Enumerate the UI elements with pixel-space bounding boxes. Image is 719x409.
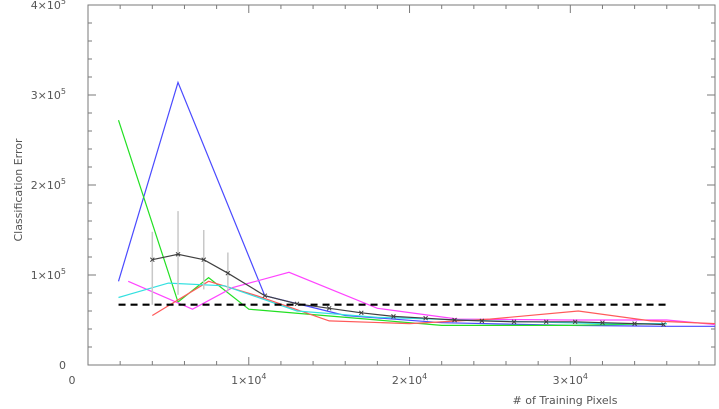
series-line-3	[127, 271, 716, 326]
data-point	[358, 310, 364, 316]
data-point	[175, 251, 181, 257]
axis-ticks	[87, 4, 715, 366]
data-point	[262, 293, 268, 299]
data-point	[511, 319, 517, 325]
data-point	[661, 322, 666, 327]
series-line-2	[117, 120, 667, 326]
x-tick-label: 3×104	[553, 372, 588, 387]
x-axis-title: # of Training Pixels	[513, 394, 618, 407]
data-point	[600, 320, 605, 326]
data-point	[294, 301, 300, 307]
data-point	[452, 317, 457, 323]
data-point	[326, 305, 332, 311]
data-point	[225, 270, 231, 276]
tick-labels: 0 1×104 2×104 3×104 0 1×105 2×105 3×105 4×105	[31, 0, 588, 387]
y-tick-label: 2×105	[31, 177, 66, 192]
x-tick-label: 2×104	[392, 372, 427, 387]
data-point	[391, 314, 396, 319]
y-axis-title: Classification Error	[12, 138, 25, 242]
data-point	[479, 318, 485, 324]
x-tick-label: 1×104	[231, 372, 266, 387]
data-point	[632, 321, 637, 326]
series-layer	[117, 80, 716, 327]
y-tick-label: 1×105	[31, 267, 66, 282]
data-point	[201, 257, 207, 263]
data-point	[543, 319, 549, 325]
y-tick-label: 4×105	[31, 0, 66, 12]
series-line-6	[152, 253, 664, 326]
y-tick-label: 0	[59, 359, 66, 372]
series-line-1	[117, 80, 715, 327]
x-tick-label: 0	[69, 374, 76, 387]
series-line-4	[151, 280, 716, 325]
data-point	[423, 315, 428, 321]
y-tick-label: 3×105	[31, 87, 66, 102]
data-point	[149, 257, 155, 263]
data-point	[572, 319, 578, 325]
